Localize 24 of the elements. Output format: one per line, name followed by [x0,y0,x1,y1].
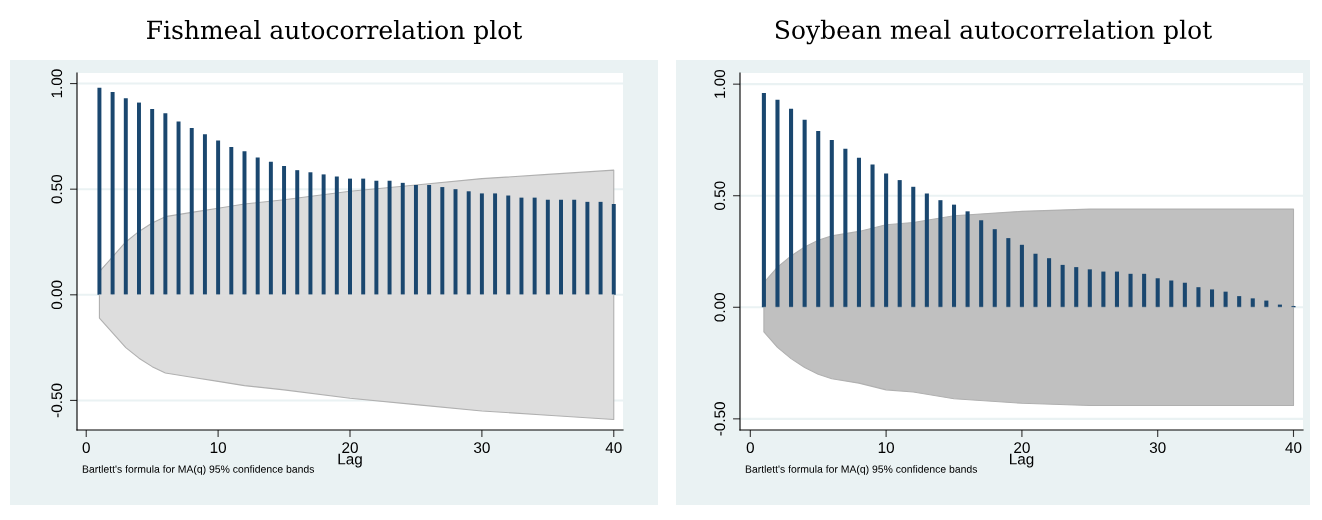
x-tick-label: 10 [210,442,227,454]
x-tick-label: 20 [1014,442,1030,454]
chart-title: Soybean meal autocorrelation plot [775,19,1212,45]
x-tick-label: 0 [746,442,754,454]
x-tick-label: 40 [1285,442,1302,454]
x-axis-title: Lag [338,453,362,468]
y-tick-label: 0.50 [714,181,726,210]
y-tick-label: 0.00 [51,280,63,310]
y-tick-label: -0.50 [714,402,726,436]
x-tick-label: 0 [82,442,90,454]
y-tick-label: 0.00 [714,293,726,322]
x-tick-label: 20 [342,442,358,454]
text: Bartlett's formula for MA(q) 95% confidence bands [82,465,315,475]
x-tick-label: 40 [605,442,622,454]
text: Bartlett's formula for MA(q) 95% confidence bands [745,465,978,475]
y-tick-label: 0.50 [51,174,63,204]
y-tick-label: -0.50 [51,383,63,418]
x-tick-label: 10 [878,442,895,454]
x-axis-title: Lag [1010,453,1034,468]
x-tick-label: 30 [1149,442,1166,454]
y-tick-label: 1.00 [51,69,63,98]
y-tick-label: 1.00 [714,69,726,98]
chart-title: Fishmeal autocorrelation plot [147,19,523,45]
x-tick-label: 30 [473,442,490,454]
